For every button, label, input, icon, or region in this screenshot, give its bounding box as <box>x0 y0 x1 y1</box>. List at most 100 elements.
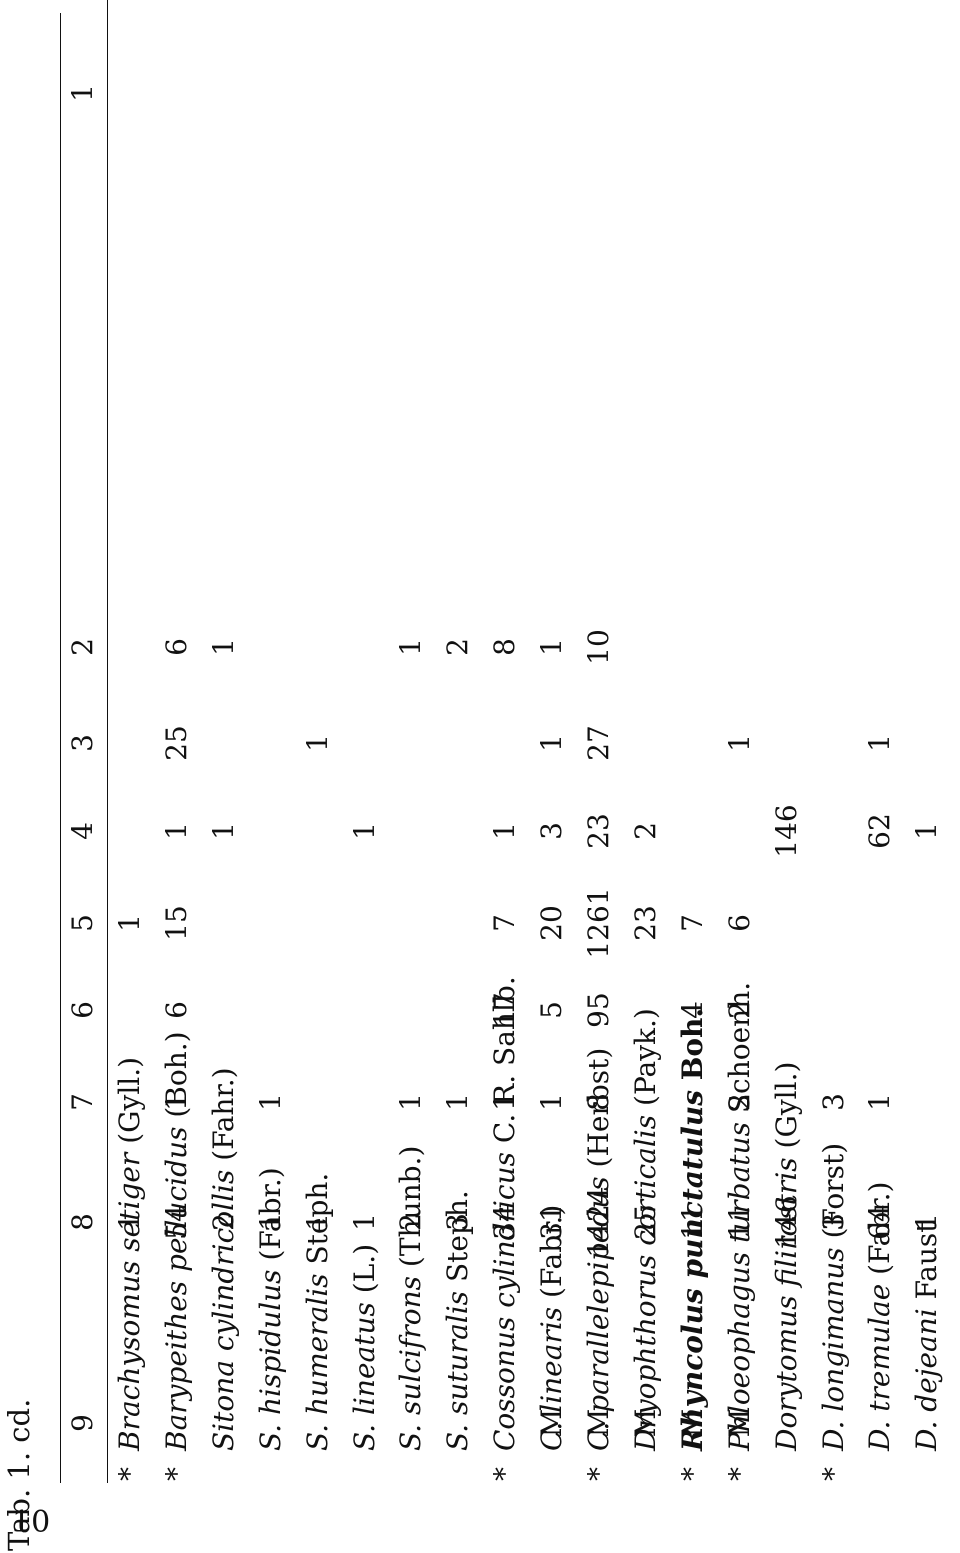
cell-col-8: 1 <box>113 1213 146 1231</box>
table-row: Dryophthorus corticalis (Payk.) 2 23 25 M <box>629 0 675 1553</box>
species-epithet: humeralis <box>300 1273 334 1415</box>
cell-col-4: 62 <box>863 813 897 849</box>
cell-col-8: 64 <box>863 1204 897 1240</box>
genus: Sitona <box>206 1360 240 1451</box>
table-row: S. humeralis Steph. 1 1 <box>301 0 347 1553</box>
cell-col-7: 1 <box>535 1093 569 1111</box>
table-row: C. linearis (Fabr.) 1 1 3 20 5 1 31 M <box>535 0 581 1553</box>
cell-col-4: 1 <box>347 822 381 840</box>
species-epithet: dejeani <box>910 1308 944 1412</box>
cell-col-8: 31 <box>535 1204 569 1240</box>
row-marker: * <box>816 1467 850 1481</box>
cell-col-8: 1424 <box>582 1186 615 1258</box>
cell-col-5: 23 <box>628 905 662 941</box>
cell-col-8: 34 <box>488 1204 522 1240</box>
cell-col-7: 1 <box>863 1093 897 1111</box>
column-header-4: 4 <box>66 822 99 840</box>
cell-col-3: 1 <box>722 734 756 752</box>
table-row: S. sulcifrons (Thunb.) 1 1 2 <box>394 0 440 1553</box>
table-row: Sitona cylindricollis (Fahr.) 1 1 2 <box>207 0 253 1553</box>
cell-col-2: 2 <box>441 638 475 656</box>
table-row: * Rhyncolus punctatulus Boh. 7 4 11 M <box>676 0 722 1553</box>
cell-col-8: 1 <box>910 1213 944 1231</box>
genus: D. <box>863 1420 897 1451</box>
genus: Brachysomus <box>113 1260 146 1451</box>
column-header-9: 9 <box>66 1414 99 1432</box>
column-header-1: 1 <box>66 84 99 102</box>
column-header-6: 6 <box>66 1001 99 1019</box>
cell-col-7: 1 <box>488 1093 522 1111</box>
genus: Cossonus <box>488 1316 522 1451</box>
table-row: D. dejeani Faust 1 1 <box>910 0 956 1553</box>
table-row: * Cossonus cylindricus C. R. Sahlb. 8 1 7 17 1… <box>488 0 534 1553</box>
cell-col-8: 146 <box>769 1195 803 1249</box>
cell-col-7: 1 <box>441 1093 475 1111</box>
cell-col-9: M <box>535 1408 569 1438</box>
cell-col-8: 54 <box>159 1204 193 1240</box>
cell-col-8: 11 <box>675 1204 709 1240</box>
cell-col-7: 1 <box>253 1093 287 1111</box>
table-row: * Brachysomus setiger (Gyll.) 1 1 <box>113 0 159 1553</box>
cell-col-8: 11 <box>722 1204 756 1240</box>
row-marker: * <box>113 1467 146 1481</box>
species-epithet: lineatus <box>347 1302 381 1415</box>
genus: S. <box>394 1423 428 1451</box>
cell-col-8: 2 <box>206 1213 240 1231</box>
table-row: S. hispidulus (Fabr.) 1 1 <box>254 0 300 1553</box>
cell-col-7: 1 <box>159 1093 193 1111</box>
genus: Dorytomus <box>769 1295 803 1451</box>
column-header-5: 5 <box>66 914 99 932</box>
author: (Gyll.) <box>769 1061 803 1149</box>
cell-col-4: 1 <box>910 822 944 840</box>
cell-col-8: 3 <box>816 1213 850 1231</box>
cell-col-8: 1 <box>300 1213 334 1231</box>
genus: S. <box>253 1423 287 1451</box>
cell-col-6: 4 <box>675 1001 709 1019</box>
cell-col-7: 1 <box>394 1093 428 1111</box>
species-epithet: hispidulus <box>253 1269 287 1415</box>
cell-col-9: M <box>722 1408 756 1438</box>
author: (Gyll.) <box>113 1056 146 1144</box>
row-marker: * <box>159 1467 193 1481</box>
species-epithet: sulcifrons <box>394 1275 428 1415</box>
species-epithet: tremulae <box>863 1283 897 1412</box>
cell-col-9: M <box>582 1408 615 1438</box>
cell-col-8: 25 <box>628 1204 662 1240</box>
cell-col-2: 8 <box>488 638 522 656</box>
genus: S. <box>300 1423 334 1451</box>
table-row: * Phloeophagus turbatus Schoenh. 1 6 2 2 11 M <box>723 0 769 1553</box>
table-row: S. suturalis Steph. 2 1 3 <box>441 0 487 1553</box>
header-rule <box>107 0 108 1483</box>
cell-col-7: 8 <box>582 1093 615 1111</box>
genus: D. <box>816 1420 850 1451</box>
cell-col-2: 1 <box>206 638 240 656</box>
table-row: * Barypeithes pellucidus (Boh.) 6 25 1 15 6 1 54 <box>160 0 206 1553</box>
cell-col-2: 1 <box>394 638 428 656</box>
column-header-2: 2 <box>66 638 99 656</box>
genus: D. <box>910 1420 944 1451</box>
column-header-8: 8 <box>66 1213 99 1231</box>
genus: Barypeithes <box>159 1280 193 1451</box>
table-row: S. lineatus (L.) 1 1 <box>348 0 394 1553</box>
cell-col-8: 1 <box>347 1213 381 1231</box>
cell-col-4: 1 <box>206 822 240 840</box>
cell-col-7: 3 <box>816 1093 850 1111</box>
species-epithet: suturalis <box>441 1290 475 1415</box>
cell-col-8: 3 <box>441 1213 475 1231</box>
table-caption: Tab. 1. cd. <box>2 1398 36 1551</box>
table-row: D. tremulae (Fabr.) 1 62 1 64 <box>863 0 909 1553</box>
author: (Payk.) <box>628 1008 662 1106</box>
table-row: * C. parallelepipedus (Herbst) 10 27 23 1261 9… <box>582 0 628 1553</box>
author: (Fahr.) <box>206 1067 240 1161</box>
cell-col-9: M <box>675 1408 709 1438</box>
cell-col-4: 146 <box>769 804 803 858</box>
cell-col-8: 2 <box>394 1213 428 1231</box>
cell-col-3: 1 <box>300 734 334 752</box>
cell-col-5: 1 <box>113 914 146 932</box>
top-rule <box>60 13 61 1483</box>
page-number: 10 <box>12 1505 51 1540</box>
cell-col-9: M <box>628 1408 662 1438</box>
table-row: * D. longimanus (Forst) 3 3 <box>817 0 863 1553</box>
